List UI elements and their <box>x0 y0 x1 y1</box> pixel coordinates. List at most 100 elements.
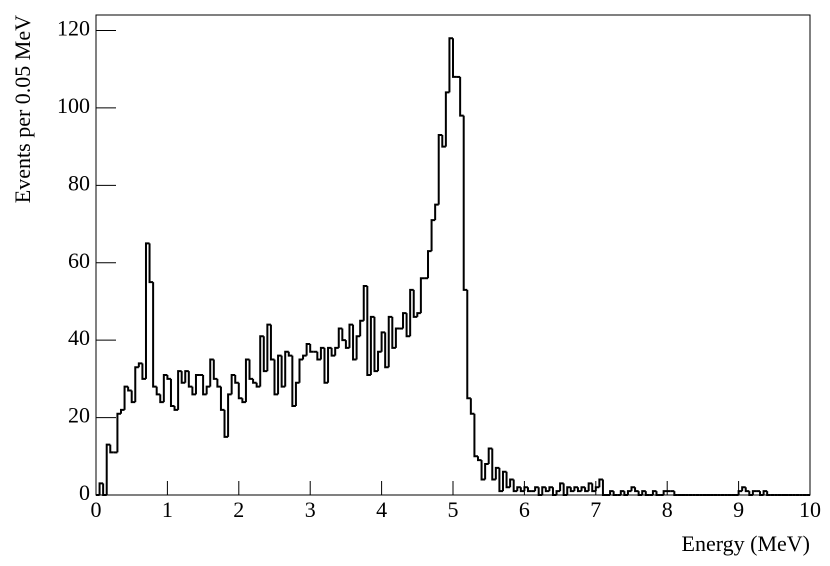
histogram-bin <box>741 486 746 492</box>
histogram-bin <box>566 486 571 495</box>
histogram-bin <box>319 346 325 360</box>
histogram-bin <box>441 135 446 148</box>
histogram-bin <box>212 359 218 380</box>
histogram-bin <box>309 344 314 353</box>
histogram-bin <box>766 491 771 496</box>
histogram-bin <box>498 467 503 493</box>
histogram-bin <box>751 490 757 495</box>
histogram-bin <box>662 490 668 495</box>
histogram-bin <box>469 398 475 415</box>
histogram-bin <box>116 412 121 453</box>
histogram-bin <box>341 328 346 342</box>
histogram-bin <box>544 487 550 493</box>
histogram-bin <box>601 479 607 496</box>
histogram-bin <box>594 486 600 492</box>
histogram-bin <box>612 491 618 496</box>
y-tick-label: 100 <box>57 93 90 118</box>
histogram-bin <box>377 350 382 372</box>
histogram-bin <box>409 288 414 337</box>
y-axis-label: Events per 0.05 MeV <box>10 15 35 203</box>
histogram-bin <box>127 386 132 392</box>
plot-frame <box>95 14 811 496</box>
histogram-bin <box>630 486 636 492</box>
x-tick-label: 3 <box>305 497 316 522</box>
histogram-bin <box>541 486 546 495</box>
histogram-bin <box>619 490 625 495</box>
histogram-bin <box>548 486 553 492</box>
histogram-bin <box>744 487 750 493</box>
histogram-bin <box>105 443 111 495</box>
histogram-bin <box>509 478 514 488</box>
histogram-bin <box>591 483 596 493</box>
histogram-bin <box>344 340 350 349</box>
histogram-bin <box>598 478 603 488</box>
x-tick-label: 8 <box>662 497 673 522</box>
histogram-bin <box>155 386 161 396</box>
histogram-bin <box>287 351 293 357</box>
histogram-bin <box>252 378 257 384</box>
histogram-bin <box>491 448 496 481</box>
histogram-bin <box>209 358 214 387</box>
histogram-bin <box>501 470 507 492</box>
histogram-bin <box>569 487 575 493</box>
histogram-bin <box>452 38 457 78</box>
x-tick-label: 2 <box>233 497 244 522</box>
histogram-bin <box>184 370 189 383</box>
histogram-bin <box>362 284 368 321</box>
histogram-bin <box>259 335 264 387</box>
histogram-bin <box>384 332 389 369</box>
histogram-bin <box>169 378 175 407</box>
histogram-bin <box>216 378 221 388</box>
histogram-bin <box>144 242 150 379</box>
histogram-bin <box>412 289 418 318</box>
histogram-bin <box>102 483 107 496</box>
histogram-bin <box>394 327 400 348</box>
histogram-bin <box>348 323 354 348</box>
y-tick-label: 20 <box>68 403 90 428</box>
histogram-bin <box>162 374 168 403</box>
histogram-bin <box>298 358 304 383</box>
histogram-bin <box>573 486 578 492</box>
histogram-bin <box>416 312 421 317</box>
histogram-bin <box>576 487 582 493</box>
histogram-bin <box>137 362 143 368</box>
histogram-bin <box>430 219 436 252</box>
histogram-bin <box>302 354 307 360</box>
histogram-bin <box>387 315 393 368</box>
histogram-bin <box>434 203 439 221</box>
histogram-bin <box>444 91 450 147</box>
histogram-bin <box>330 347 336 357</box>
histogram-bin <box>316 351 321 361</box>
x-tick-label: 1 <box>162 497 173 522</box>
histogram-bin <box>352 324 357 361</box>
x-tick-label: 10 <box>799 497 821 522</box>
histogram-bin <box>651 490 657 495</box>
histogram-bin <box>580 486 586 492</box>
histogram-bin <box>223 409 229 438</box>
histogram-bin <box>402 312 407 329</box>
histogram-bin <box>641 490 646 495</box>
x-tick-label: 5 <box>448 497 459 522</box>
x-tick-label: 0 <box>91 497 102 522</box>
x-tick-label: 7 <box>590 497 601 522</box>
x-axis-label: Energy (MeV) <box>682 531 811 556</box>
histogram-bin <box>584 487 589 493</box>
y-tick-label: 0 <box>79 480 90 505</box>
histogram-bin <box>255 382 261 388</box>
histogram-bin <box>173 405 179 411</box>
y-tick-label: 80 <box>68 170 90 195</box>
histogram-bin <box>551 487 557 496</box>
histogram-bin <box>534 486 539 492</box>
histogram-bin <box>230 374 236 395</box>
histogram-bin <box>555 490 561 495</box>
histogram-bin <box>177 370 182 410</box>
histogram-bin <box>626 490 632 495</box>
histogram-bin <box>244 358 250 403</box>
histogram-bin <box>130 390 136 404</box>
histogram-bin <box>366 285 371 376</box>
histogram-bin <box>519 487 525 493</box>
histogram-bin <box>273 359 279 396</box>
histogram-bin <box>437 134 443 205</box>
histogram-bin <box>294 381 300 406</box>
